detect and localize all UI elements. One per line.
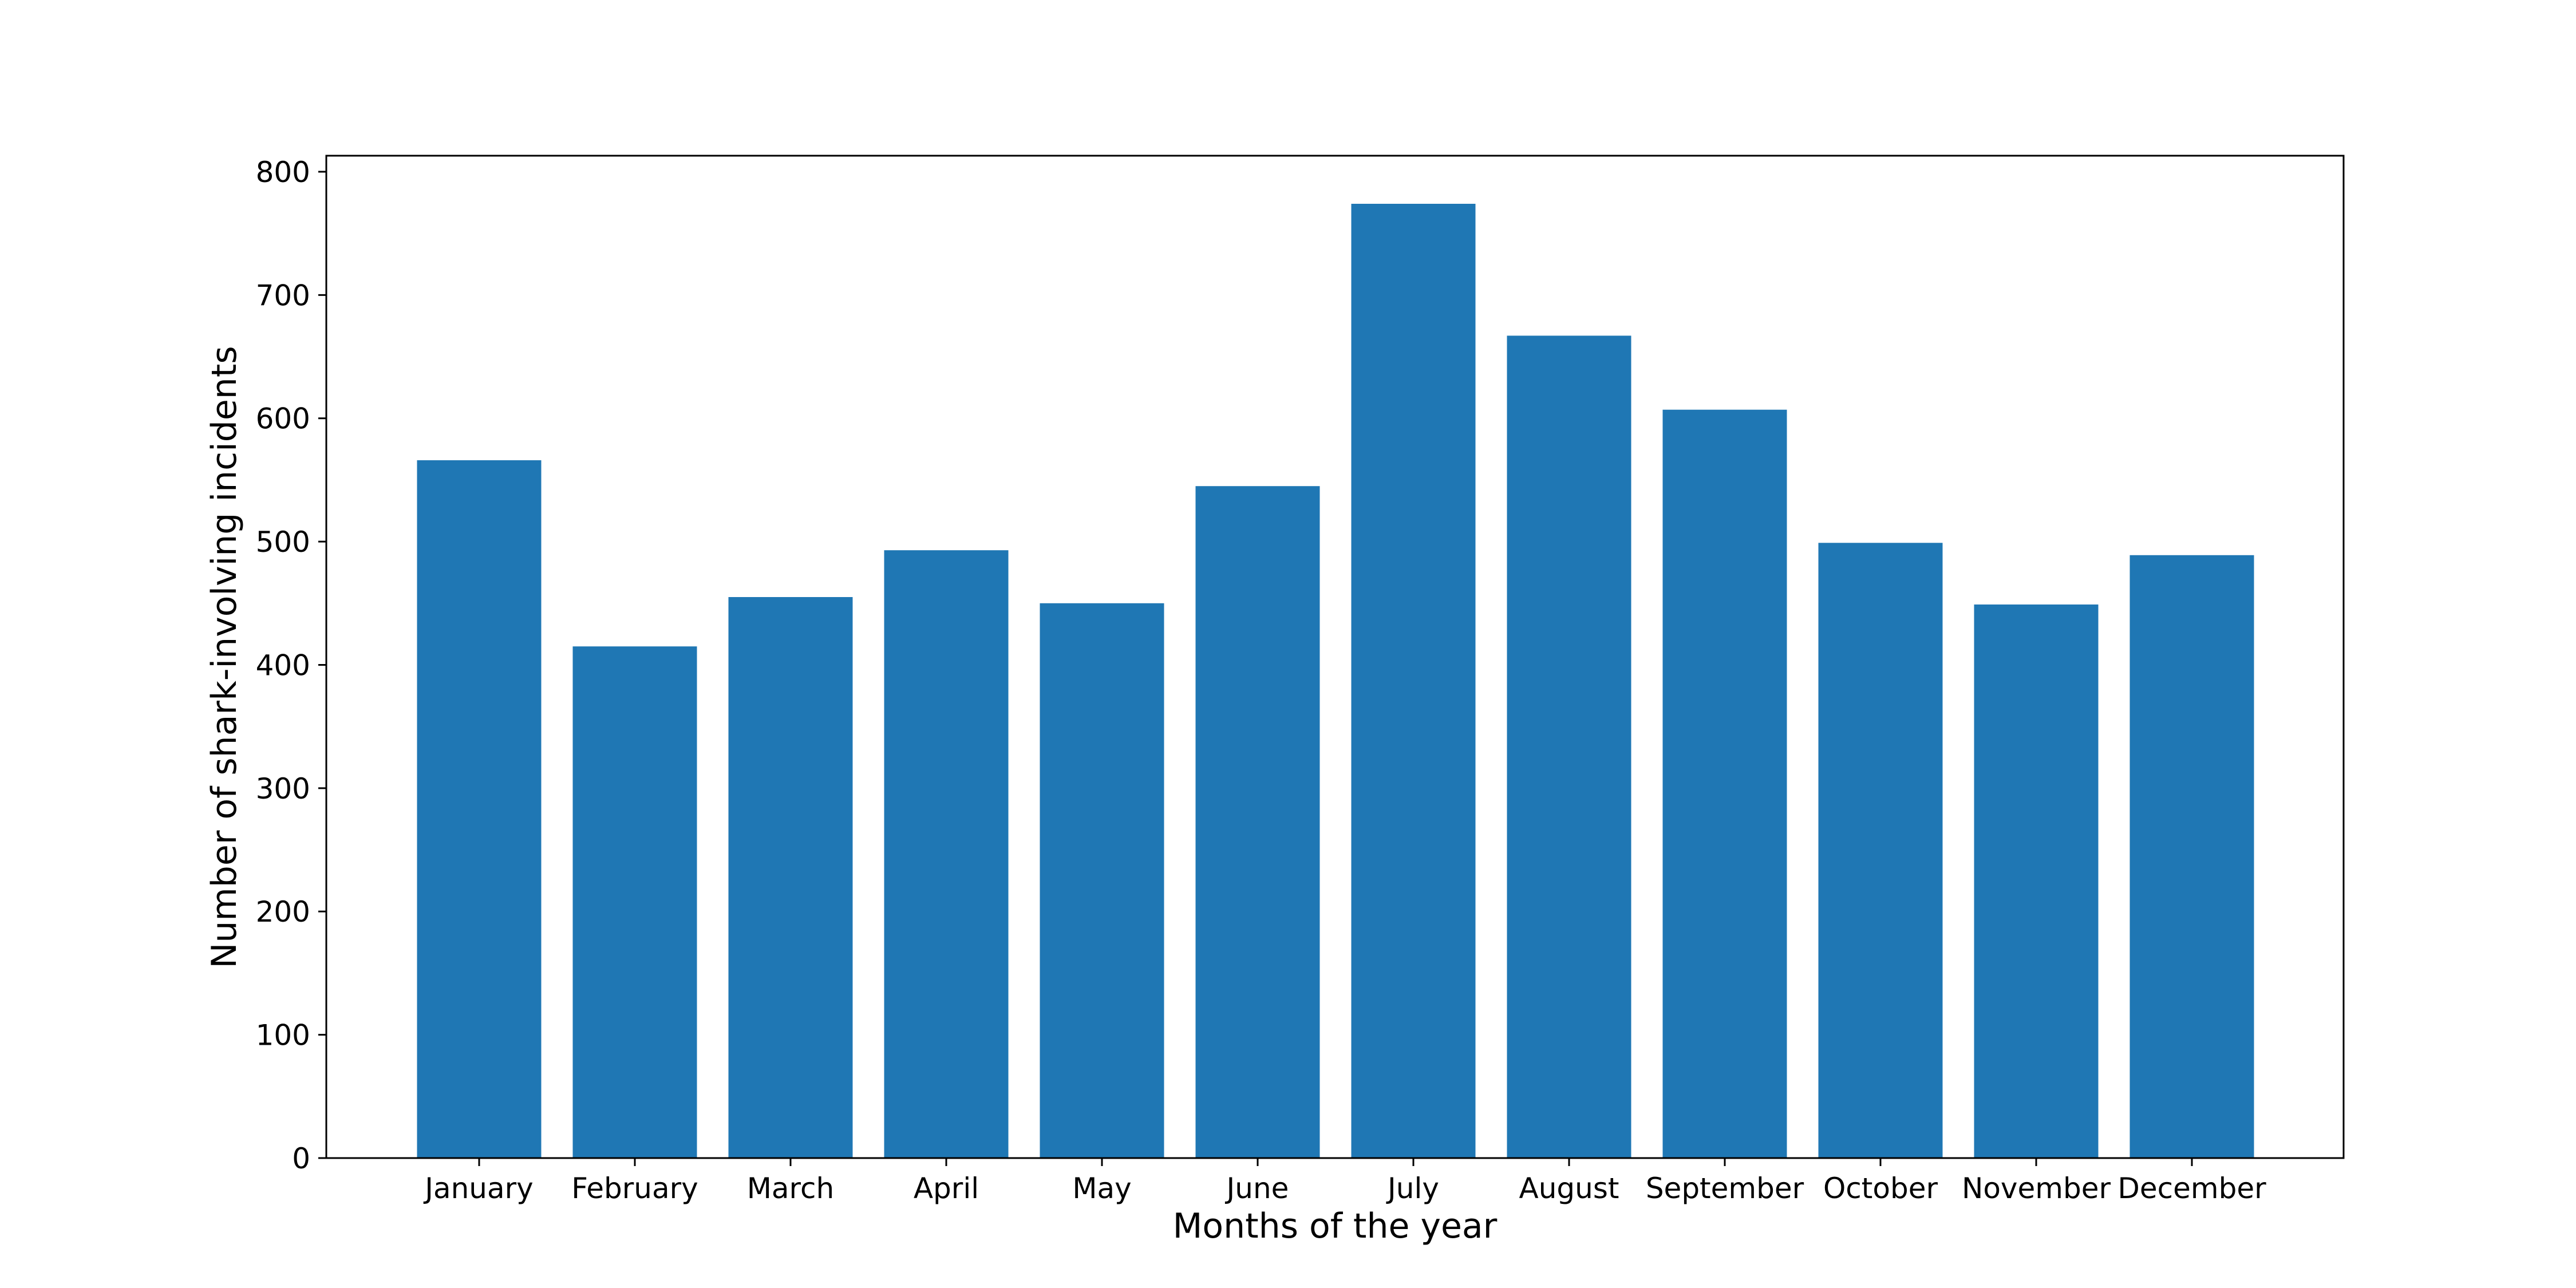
- y-tick-label: 100: [256, 1019, 310, 1052]
- bar-november: [1974, 605, 2099, 1158]
- x-axis-ticks: January February March April May June July Augu…: [423, 1158, 2266, 1205]
- x-tick-label: September: [1646, 1172, 1804, 1205]
- y-tick-label: 700: [256, 279, 310, 312]
- y-tick-label: 800: [256, 156, 310, 189]
- x-tick-label: January: [423, 1172, 534, 1205]
- bar-june: [1195, 486, 1320, 1159]
- bar-july: [1351, 204, 1476, 1158]
- y-tick-label: 400: [256, 649, 310, 682]
- x-tick-label: April: [914, 1172, 979, 1205]
- x-tick-label: October: [1823, 1172, 1938, 1205]
- bar-may: [1040, 603, 1164, 1158]
- x-tick-label: August: [1519, 1172, 1619, 1205]
- x-tick-label: May: [1072, 1172, 1131, 1205]
- bar-january: [417, 460, 542, 1158]
- bar-august: [1507, 335, 1631, 1158]
- bar-october: [1818, 543, 1943, 1158]
- bar-february: [572, 646, 697, 1158]
- bar-december: [2129, 555, 2254, 1158]
- x-tick-label: July: [1386, 1172, 1439, 1205]
- plot-frame: [325, 155, 2345, 1159]
- x-tick-label: February: [571, 1172, 698, 1205]
- bars-layer: [417, 204, 2254, 1159]
- y-axis-title: Number of shark-involving incidents: [204, 346, 244, 968]
- y-tick-label: 300: [256, 772, 310, 805]
- y-axis-ticks: 0 100 200 300 400 500 600 700 800: [256, 156, 326, 1175]
- x-tick-label: November: [1962, 1172, 2111, 1205]
- x-tick-label: June: [1225, 1172, 1289, 1205]
- x-tick-label: March: [747, 1172, 834, 1205]
- y-tick-label: 0: [292, 1142, 310, 1175]
- y-tick-label: 200: [256, 895, 310, 929]
- y-tick-label: 500: [256, 526, 310, 559]
- x-tick-label: December: [2117, 1172, 2266, 1205]
- bar-march: [728, 597, 853, 1158]
- bar-september: [1662, 409, 1787, 1159]
- bar-april: [884, 550, 1009, 1159]
- y-tick-label: 600: [256, 402, 310, 436]
- x-axis-title: Months of the year: [1173, 1206, 1498, 1246]
